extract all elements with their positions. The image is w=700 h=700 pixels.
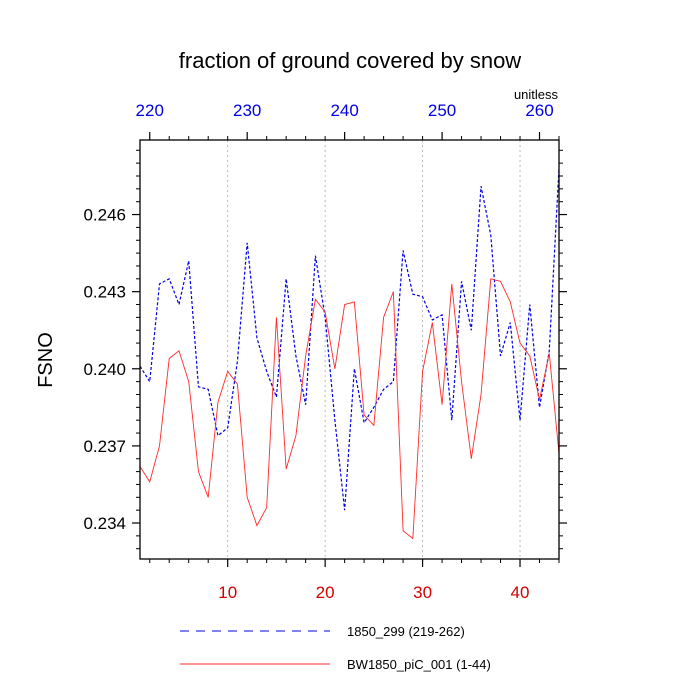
- series-line-1850-299: [139, 168, 560, 511]
- plot-frame: [139, 139, 560, 560]
- legend: 1850_299 (219-262) BW1850_piC_001 (1-44): [180, 624, 491, 672]
- x-top-tick-label: 260: [525, 101, 553, 120]
- x-top-tick-label: 240: [330, 101, 358, 120]
- units-label: unitless: [514, 87, 559, 102]
- y-tick-label: 0.240: [83, 360, 126, 379]
- x-bottom-tick-label: 20: [316, 583, 335, 602]
- legend-label-0: 1850_299 (219-262): [347, 624, 465, 639]
- series-group: [139, 168, 560, 540]
- y-tick-label: 0.237: [83, 437, 126, 456]
- axes-group: 0.234 0.237 0.240 0.243 0.246 10 20 30 40 220 230 2…: [83, 101, 567, 602]
- y-tick-label: 0.243: [83, 283, 126, 302]
- x-top-tick-label: 220: [136, 101, 164, 120]
- grid-lines: [227, 140, 521, 559]
- x-bottom-tick-label: 40: [511, 583, 530, 602]
- series-line-bw1850-pic-001: [139, 278, 560, 540]
- x-bottom-tick-label: 30: [413, 583, 432, 602]
- x-top-tick-label: 250: [428, 101, 456, 120]
- y-tick-label: 0.234: [83, 514, 126, 533]
- y-tick-label: 0.246: [83, 206, 126, 225]
- x-bottom-tick-label: 10: [218, 583, 237, 602]
- legend-label-1: BW1850_piC_001 (1-44): [347, 657, 491, 672]
- x-top-tick-label: 230: [233, 101, 261, 120]
- chart-title: fraction of ground covered by snow: [179, 48, 522, 73]
- y-axis-label: FSNO: [35, 332, 57, 388]
